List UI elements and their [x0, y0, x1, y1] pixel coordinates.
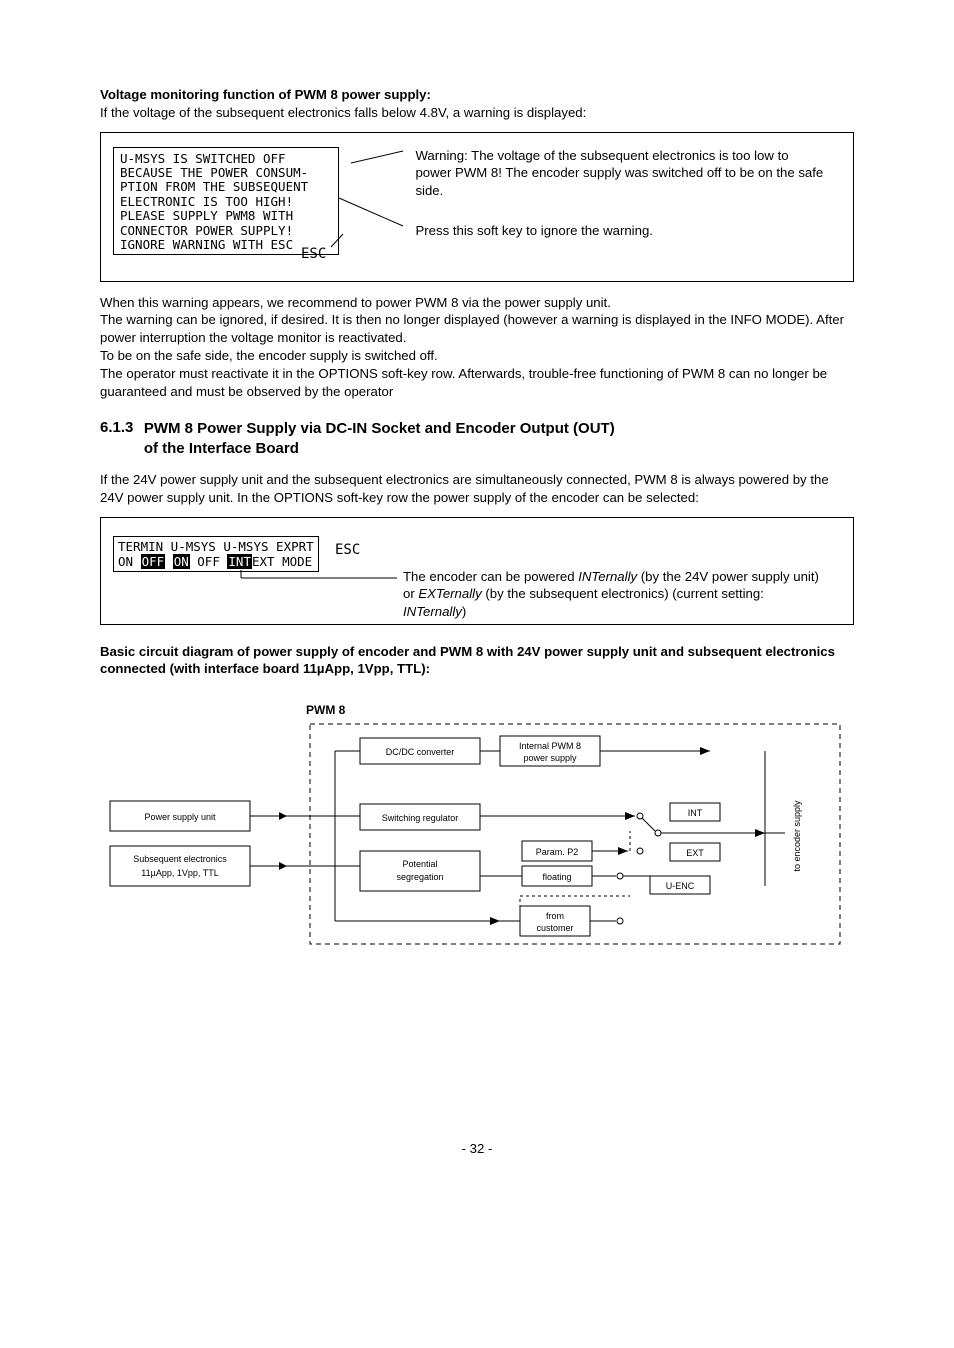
- lcd1-l7: IGNORE WARNING WITH ESC: [120, 237, 293, 252]
- dg-circ-common: [655, 830, 661, 836]
- lcd1-l6: CONNECTOR POWER SUPPLY!: [120, 223, 293, 238]
- af1-l4: The operator must reactivate it in the O…: [100, 366, 827, 399]
- dg-int-label: INT: [688, 808, 703, 818]
- heading-613-num: 6.1.3: [100, 419, 133, 436]
- page-number: - 32 -: [100, 1141, 854, 1156]
- lcd1-l4: ELECTRONIC IS TOO HIGH!: [120, 194, 293, 209]
- heading-613-l2: of the Interface Board: [144, 440, 299, 457]
- dg-swreg-label: Switching regulator: [382, 813, 459, 823]
- dg-arrow-sub: [279, 862, 287, 870]
- c2-pre: The encoder can be powered: [403, 569, 578, 584]
- para-before-frame2: If the 24V power supply unit and the sub…: [100, 471, 854, 507]
- heading-613-l1: PWM 8 Power Supply via DC-IN Socket and …: [144, 420, 615, 437]
- dg-potseg-l2: segregation: [396, 872, 443, 882]
- dg-arrow-ipwm: [700, 747, 710, 755]
- dg-circ-bot: [617, 918, 623, 924]
- section1-title: Voltage monitoring function of PWM 8 pow…: [100, 86, 854, 104]
- dg-arrow-common: [755, 829, 765, 837]
- section1-line1: If the voltage of the subsequent electro…: [100, 104, 854, 122]
- after-frame-1: When this warning appears, we recommend …: [100, 294, 854, 401]
- circuit-diagram: PWM 8 Power supply unit Subsequent elect…: [100, 696, 860, 976]
- dg-arrow-param: [618, 847, 628, 855]
- sk-top: TERMIN U-MSYS U-MSYS EXPRT: [118, 539, 314, 554]
- dg-circ-float: [617, 873, 623, 879]
- dg-potseg-l1: Potential: [402, 859, 437, 869]
- dg-arrow-psu: [279, 812, 287, 820]
- softkey-frame: TERMIN U-MSYS U-MSYS EXPRT ON OFF ON OFF…: [100, 517, 854, 625]
- dg-potseg-box: [360, 851, 480, 891]
- warning-frame: U-MSYS IS SWITCHED OFF BECAUSE THE POWER…: [100, 132, 854, 282]
- callouts-1: Warning: The voltage of the subsequent e…: [415, 147, 825, 262]
- lcd1-l5: PLEASE SUPPLY PWM8 WITH: [120, 208, 293, 223]
- dg-circ-ext: [637, 848, 643, 854]
- c2-it3: INTernally: [403, 604, 462, 619]
- heading-613-text: PWM 8 Power Supply via DC-IN Socket and …: [144, 419, 615, 460]
- dg-ipwm-l1: Internal PWM 8: [519, 741, 581, 751]
- dg-sub-l2: 11µApp, 1Vpp, TTL: [141, 868, 218, 878]
- lcd-box-1: U-MSYS IS SWITCHED OFF BECAUSE THE POWER…: [113, 147, 339, 256]
- dg-ext-label: EXT: [686, 848, 704, 858]
- callout-1b: Press this soft key to ignore the warnin…: [415, 222, 825, 240]
- af1-l1: When this warning appears, we recommend …: [100, 295, 611, 310]
- sk-bl: ON: [118, 554, 141, 569]
- lcd1-l1: U-MSYS IS SWITCHED OFF: [120, 151, 286, 166]
- softkey-box: TERMIN U-MSYS U-MSYS EXPRT ON OFF ON OFF…: [113, 536, 319, 572]
- dg-psu-label: Power supply unit: [144, 812, 216, 822]
- dc-l1: Basic circuit diagram of power supply of…: [100, 644, 835, 677]
- af1-l3: To be on the safe side, the encoder supp…: [100, 348, 438, 363]
- sk-inv3: INT: [227, 554, 252, 569]
- sk-m1: [165, 554, 173, 569]
- diagram-wrap: PWM 8 Power supply unit Subsequent elect…: [100, 696, 854, 981]
- dg-fromcust-l2: customer: [536, 923, 573, 933]
- dg-wiper: [642, 818, 655, 831]
- diagram-caption: Basic circuit diagram of power supply of…: [100, 643, 854, 679]
- heading-613: 6.1.3 PWM 8 Power Supply via DC-IN Socke…: [100, 419, 854, 460]
- c2-it2: EXTernally: [418, 586, 481, 601]
- sk-m2: OFF: [190, 554, 228, 569]
- dg-toenc-label: to encoder supply: [792, 800, 802, 872]
- page-root: Voltage monitoring function of PWM 8 pow…: [0, 0, 954, 1196]
- c2-m2: (by the subsequent electronics) (current…: [482, 586, 764, 601]
- lcd1-l2: BECAUSE THE POWER CONSUM-: [120, 165, 308, 180]
- dg-float-label: floating: [542, 872, 571, 882]
- lcd1-esc: ESC: [301, 246, 326, 262]
- sk-m3: EXT MODE: [252, 554, 312, 569]
- section1-title-text: Voltage monitoring function of PWM 8 pow…: [100, 87, 431, 102]
- dg-param-label: Param. P2: [536, 847, 579, 857]
- dg-dcdc-label: DC/DC converter: [386, 747, 455, 757]
- dg-title: PWM 8: [306, 703, 346, 717]
- sk-inv2: ON: [173, 554, 190, 569]
- c2-it1: INTernally: [578, 569, 637, 584]
- callout-2: The encoder can be powered INTernally (b…: [403, 568, 823, 621]
- lcd1-l3: PTION FROM THE SUBSEQUENT: [120, 179, 308, 194]
- dg-uenc-label: U-ENC: [666, 881, 695, 891]
- dg-arrow-swreg: [625, 812, 635, 820]
- dg-sub-box: [110, 846, 250, 886]
- c2-tail: ): [462, 604, 466, 619]
- af1-l2: The warning can be ignored, if desired. …: [100, 312, 844, 345]
- sk-inv1: OFF: [141, 554, 166, 569]
- dg-ipwm-l2: power supply: [523, 753, 577, 763]
- dg-arrow-bot: [490, 917, 500, 925]
- softkey-esc: ESC: [335, 542, 360, 558]
- callout-1a: Warning: The voltage of the subsequent e…: [415, 147, 825, 200]
- dg-sub-l1: Subsequent electronics: [133, 854, 227, 864]
- dg-fromcust-l1: from: [546, 911, 564, 921]
